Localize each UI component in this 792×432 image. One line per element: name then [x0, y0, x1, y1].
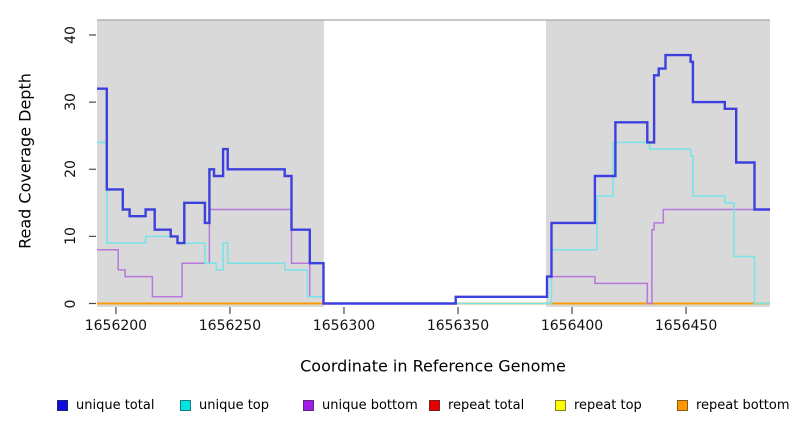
legend-swatch-repeat-top [555, 400, 566, 411]
series-line-unique-total [97, 53, 770, 305]
legend-swatch-unique-bottom [303, 400, 314, 411]
legend-swatch-unique-total [57, 400, 68, 411]
legend-label: unique bottom [322, 398, 418, 413]
legend-swatch-unique-top [180, 400, 191, 411]
x-tick-label: 1656200 [84, 318, 148, 334]
legend-label: repeat top [574, 398, 642, 413]
legend-swatch-repeat-bottom [677, 400, 688, 411]
legend-label: unique top [199, 398, 270, 413]
x-tick-label: 1656350 [426, 318, 490, 334]
x-tick-label: 1656250 [198, 318, 262, 334]
legend-label: repeat bottom [696, 398, 790, 413]
legend-swatch-repeat-total [429, 400, 440, 411]
x-tick-label: 1656300 [312, 318, 376, 334]
legend-label: repeat total [448, 398, 525, 413]
x-tick-label: 1656400 [540, 318, 604, 334]
x-tick-label: 1656450 [654, 318, 718, 334]
x-axis-title: Coordinate in Reference Genome [300, 356, 566, 376]
shaded-region-1 [97, 20, 324, 307]
legend-label: unique total [76, 398, 155, 413]
